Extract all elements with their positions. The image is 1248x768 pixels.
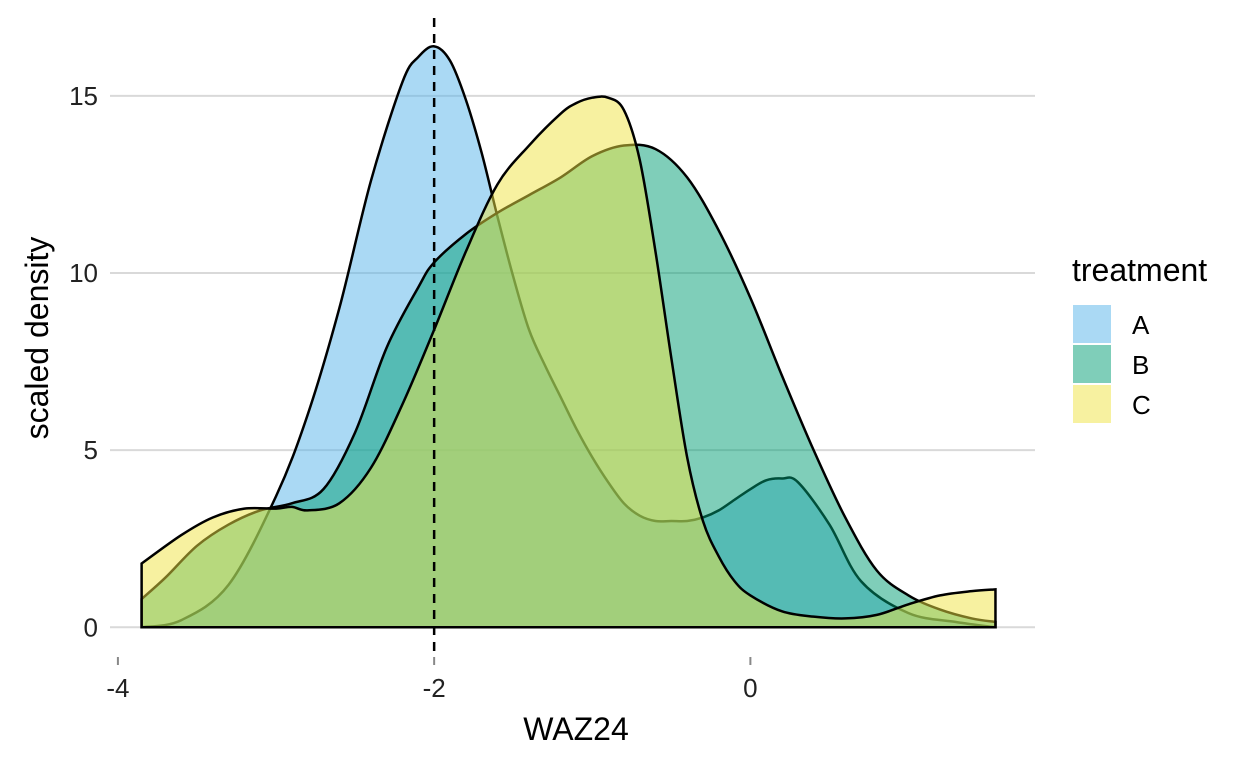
density-area-C: [140, 95, 997, 629]
y-tick-label-0: 0: [84, 612, 98, 642]
y-tick-label-10: 10: [69, 258, 98, 288]
x-tick-label-0: 0: [743, 673, 757, 703]
legend-items: ABC: [1073, 305, 1151, 423]
legend-key-B: [1073, 345, 1111, 383]
legend-label-C: C: [1132, 390, 1151, 420]
legend-key-C: [1073, 385, 1111, 423]
density-areas: [140, 45, 997, 629]
y-tick-label-5: 5: [84, 435, 98, 465]
legend: treatment ABC: [1072, 252, 1207, 423]
tick-labels: 0 5 10 15 -4 -2 0: [69, 81, 758, 703]
legend-label-A: A: [1132, 310, 1150, 340]
y-axis-title: scaled density: [19, 237, 55, 440]
x-tick-label--2: -2: [423, 673, 446, 703]
x-tick-label--4: -4: [106, 673, 129, 703]
x-axis-title: WAZ24: [523, 711, 629, 747]
y-tick-label-15: 15: [69, 81, 98, 111]
legend-title: treatment: [1072, 252, 1207, 288]
legend-label-B: B: [1132, 350, 1149, 380]
legend-key-A: [1073, 305, 1111, 343]
